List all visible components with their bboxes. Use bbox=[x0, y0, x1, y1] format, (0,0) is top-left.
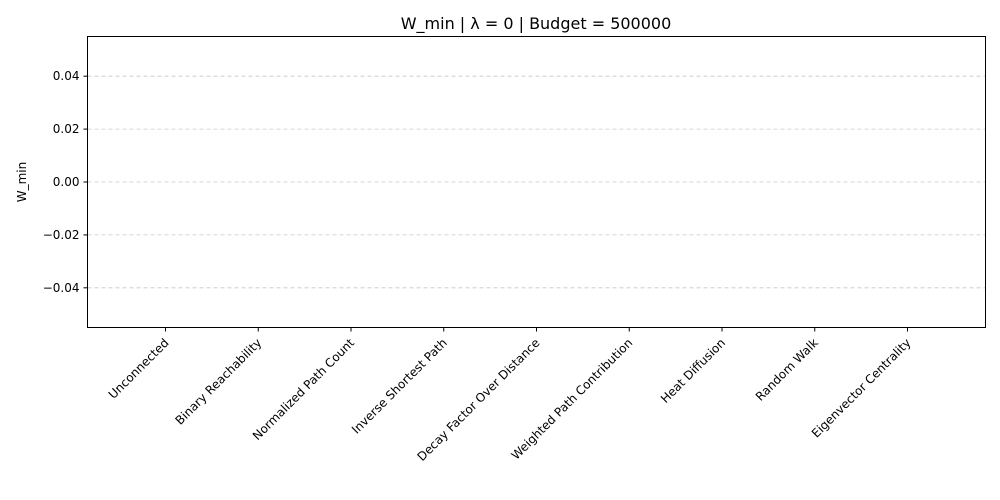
y-axis-ticks: −0.04 −0.02 0.00 0.02 0.04 bbox=[43, 69, 88, 295]
x-tick-label: Normalized Path Count bbox=[250, 336, 357, 443]
x-tick-label: Unconnected bbox=[106, 336, 172, 402]
x-axis-ticks: Unconnected Binary ReachabilityNormalized… bbox=[106, 327, 914, 464]
y-tick-label: 0.02 bbox=[53, 122, 80, 136]
x-tick-label: Eigenvector Centrality bbox=[809, 336, 914, 441]
x-tick-label: Heat Diffusion bbox=[658, 336, 728, 406]
x-tick-label: Binary Reachability bbox=[173, 336, 265, 428]
grid-lines bbox=[87, 75, 986, 289]
y-axis-label: W_min bbox=[15, 162, 29, 203]
x-tick-label: Inverse Shortest Path bbox=[349, 336, 450, 437]
x-tick-label: Random Walk bbox=[753, 336, 821, 404]
y-tick-label: −0.04 bbox=[43, 281, 80, 295]
y-tick-label: −0.02 bbox=[43, 228, 80, 242]
chart-title: W_min | λ = 0 | Budget = 500000 bbox=[401, 14, 672, 34]
y-tick-label: 0.00 bbox=[53, 175, 80, 189]
y-tick-label: 0.04 bbox=[53, 69, 80, 83]
